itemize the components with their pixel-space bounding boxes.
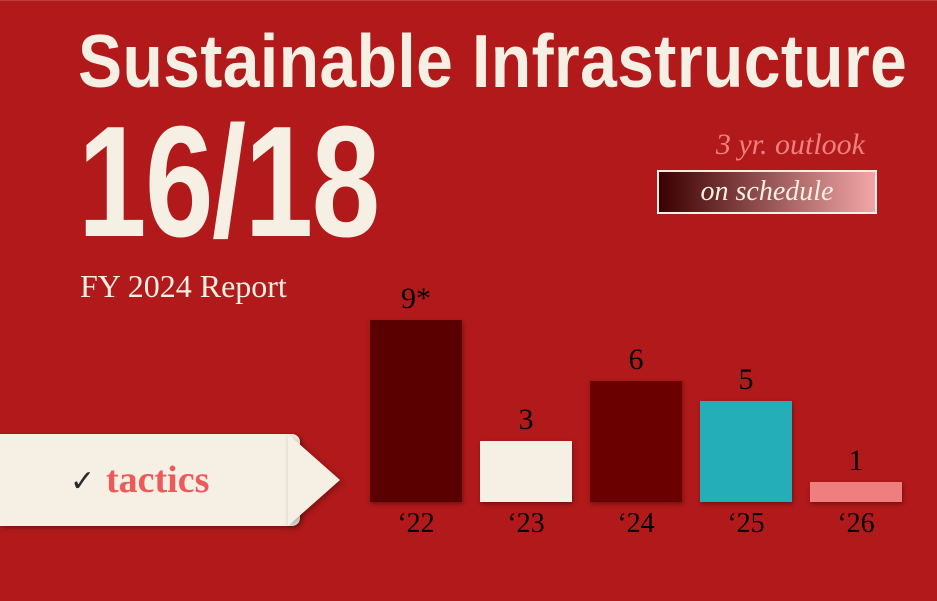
x-tick-label: ‘22 bbox=[370, 502, 462, 540]
chart-plot-area: 9* 365 1 bbox=[370, 290, 910, 502]
x-tick-label: ‘26 bbox=[810, 502, 902, 540]
bar-wrap: 6 bbox=[590, 290, 682, 502]
tactics-tag: ✓ tactics bbox=[0, 434, 348, 526]
bar bbox=[700, 401, 792, 502]
outlook-label: 3 yr. outlook bbox=[716, 128, 865, 162]
bar-value-label: 1 bbox=[810, 444, 902, 478]
bar-wrap: 9* bbox=[370, 290, 462, 502]
x-tick-label: ‘24 bbox=[590, 502, 682, 540]
bar bbox=[810, 482, 902, 502]
check-icon: ✓ bbox=[70, 464, 95, 499]
bar bbox=[590, 381, 682, 502]
x-tick-label: ‘23 bbox=[480, 502, 572, 540]
bar-wrap: 5 bbox=[700, 290, 792, 502]
tag-arrow bbox=[288, 434, 340, 526]
bar-wrap: 3 bbox=[480, 290, 572, 502]
chart-x-axis: ‘22 ‘23 ‘24 ‘25 ‘26 bbox=[370, 502, 910, 540]
x-tick-label: ‘25 bbox=[700, 502, 792, 540]
bar-value-label: 3 bbox=[480, 403, 572, 437]
headline-number: 16/18 bbox=[78, 92, 379, 273]
report-card: Sustainable Infrastructure 16/18 FY 2024… bbox=[0, 0, 937, 601]
bar-value-label: 9* bbox=[370, 282, 462, 316]
tag-label: tactics bbox=[106, 458, 209, 502]
card-subtitle: FY 2024 Report bbox=[80, 268, 287, 305]
bar-wrap: 1 bbox=[810, 290, 902, 502]
bar-value-label: 6 bbox=[590, 343, 682, 377]
bar bbox=[370, 320, 462, 502]
bar-chart: 9* 365 1 ‘22 ‘23 ‘24 ‘25 ‘26 bbox=[370, 290, 910, 540]
bar-value-label: 5 bbox=[700, 363, 792, 397]
bar bbox=[480, 441, 572, 502]
outlook-badge: on schedule bbox=[657, 170, 877, 214]
